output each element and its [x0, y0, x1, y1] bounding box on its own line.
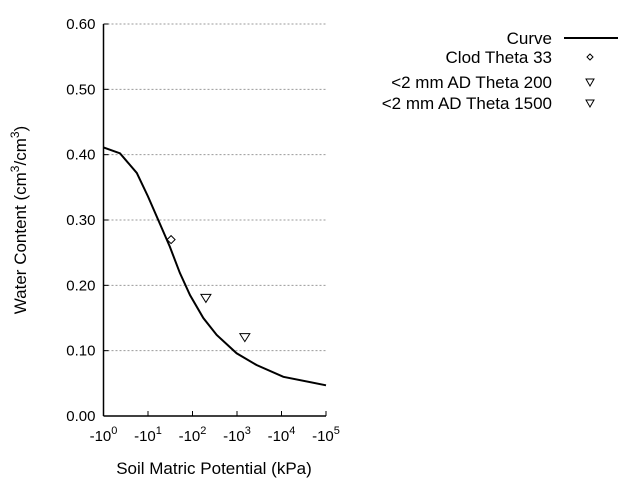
- y-label-part: ): [11, 126, 30, 132]
- x-tick-base: -10: [134, 428, 156, 445]
- y-label-part: Water Content (cm: [11, 172, 30, 314]
- x-tick-label: -101: [134, 425, 162, 445]
- x-tick-base: -10: [90, 428, 112, 445]
- legend-label: Clod Theta 33: [446, 48, 552, 67]
- x-axis-label: Soil Matric Potential (kPa): [116, 459, 312, 478]
- x-tick-base: -10: [268, 428, 290, 445]
- x-tick-exp: 1: [156, 425, 162, 437]
- legend-diamond: [586, 53, 594, 61]
- x-tick-exp: 3: [245, 425, 251, 437]
- y-label-part: 3: [8, 131, 22, 138]
- y-tick-label: 0.40: [66, 147, 95, 164]
- x-tick-base: -10: [223, 428, 245, 445]
- x-tick-base: -10: [312, 428, 334, 445]
- legend-triangle: [585, 78, 595, 88]
- y-tick-label: 0.30: [66, 212, 95, 229]
- y-tick-label: 0.50: [66, 81, 95, 98]
- y-tick-label: 0.00: [66, 408, 95, 425]
- y-tick-label: 0.10: [66, 343, 95, 360]
- x-tick-label: -102: [179, 425, 207, 445]
- y-tick-label: 0.60: [66, 16, 95, 33]
- data-point-diamond: [166, 234, 176, 245]
- x-tick-label: -105: [312, 425, 340, 445]
- data-point-triangle: [238, 333, 251, 343]
- legend-label: <2 mm AD Theta 200: [391, 73, 552, 92]
- y-label-part: /cm: [11, 138, 30, 165]
- legend-label: Curve: [507, 29, 552, 48]
- x-tick-exp: 0: [111, 425, 117, 437]
- data-point-triangle: [199, 293, 212, 304]
- x-tick-label: -104: [268, 425, 296, 445]
- y-axis-label: Water Content (cm3/cm3): [8, 126, 30, 314]
- x-tick-label: -100: [90, 425, 118, 445]
- curve-line: [103, 146, 327, 387]
- legend-label: <2 mm AD Theta 1500: [382, 94, 552, 113]
- x-tick-exp: 4: [289, 425, 295, 437]
- x-tick-base: -10: [179, 428, 201, 445]
- y-tick-label: 0.20: [66, 277, 95, 294]
- legend-triangle: [585, 99, 595, 109]
- x-tick-exp: 2: [200, 425, 206, 437]
- x-tick-exp: 5: [334, 425, 340, 437]
- x-tick-label: -103: [223, 425, 251, 445]
- y-label-part: 3: [8, 165, 22, 172]
